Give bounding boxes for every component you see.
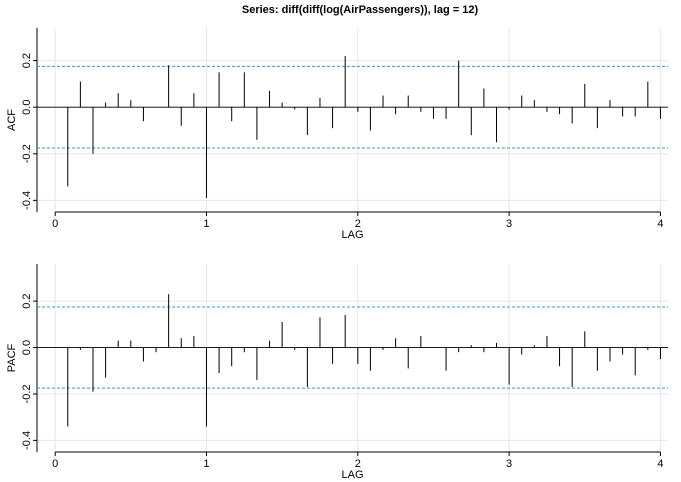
y-axis-label: ACF (6, 109, 18, 131)
x-tick-label: 4 (657, 218, 663, 230)
x-axis-label: LAG (341, 469, 363, 481)
x-axis-label: LAG (341, 229, 363, 241)
x-tick-label: 0 (52, 458, 58, 470)
y-tick-label: 0.2 (21, 293, 33, 308)
y-tick-label: -0.4 (21, 191, 33, 210)
chart-title: Series: diff(diff(log(AirPassengers)), l… (242, 4, 479, 16)
y-tick-label: -0.2 (21, 384, 33, 403)
y-tick-label: 0.0 (21, 100, 33, 115)
x-tick-label: 1 (203, 218, 209, 230)
x-tick-label: 2 (355, 218, 361, 230)
x-tick-label: 0 (52, 218, 58, 230)
x-tick-label: 4 (657, 458, 663, 470)
x-tick-label: 2 (355, 458, 361, 470)
x-tick-label: 3 (506, 458, 512, 470)
y-tick-label: -0.2 (21, 144, 33, 163)
y-tick-label: -0.4 (21, 431, 33, 450)
y-tick-label: 0.2 (21, 53, 33, 68)
x-tick-label: 3 (506, 218, 512, 230)
y-axis-label: PACF (6, 343, 18, 372)
y-tick-label: 0.0 (21, 340, 33, 355)
x-tick-label: 1 (203, 458, 209, 470)
